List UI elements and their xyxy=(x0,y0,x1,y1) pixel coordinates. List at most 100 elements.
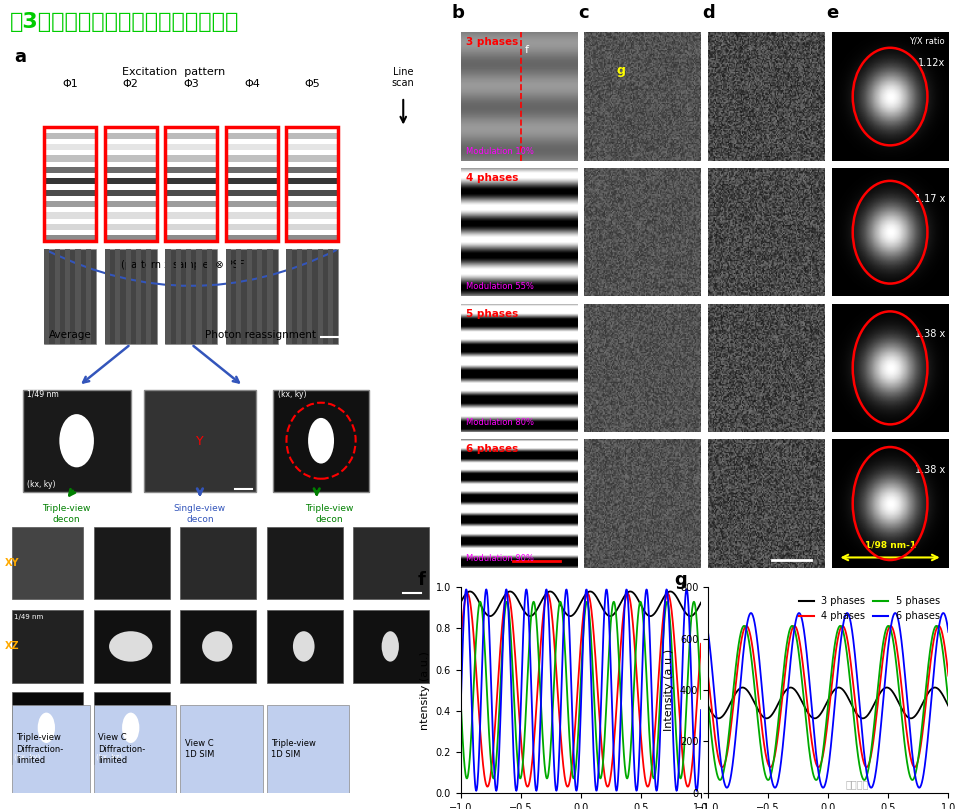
Bar xyxy=(144,390,256,493)
Text: Modulation 90%: Modulation 90% xyxy=(467,553,535,562)
Bar xyxy=(166,144,217,150)
Ellipse shape xyxy=(202,631,233,662)
Bar xyxy=(11,705,90,793)
Ellipse shape xyxy=(109,631,152,662)
Text: 1.38 x: 1.38 x xyxy=(915,465,945,475)
Text: 1.38 x: 1.38 x xyxy=(915,329,945,339)
Text: Modulation 10%: Modulation 10% xyxy=(467,146,535,155)
Bar xyxy=(226,249,231,344)
Bar xyxy=(55,249,59,344)
Bar xyxy=(104,189,157,196)
Bar xyxy=(354,527,429,599)
Bar xyxy=(286,249,291,344)
Text: Φ4: Φ4 xyxy=(244,79,260,90)
Bar xyxy=(166,213,217,218)
Bar xyxy=(226,133,278,139)
Bar xyxy=(226,167,278,173)
Ellipse shape xyxy=(59,414,94,468)
Bar xyxy=(267,705,349,793)
Bar xyxy=(166,235,217,241)
Bar xyxy=(94,527,170,599)
Text: 5 phases: 5 phases xyxy=(467,309,518,319)
Text: 1/49 nm: 1/49 nm xyxy=(27,390,58,399)
Bar xyxy=(147,249,151,344)
Bar xyxy=(196,249,201,344)
Bar xyxy=(286,178,338,184)
Text: 6 phases: 6 phases xyxy=(467,444,518,455)
Bar xyxy=(94,692,170,764)
Bar xyxy=(226,144,278,150)
Text: 光学前沿: 光学前沿 xyxy=(846,779,869,789)
Bar xyxy=(23,390,130,493)
Bar xyxy=(297,249,302,344)
Bar xyxy=(226,224,278,230)
Bar xyxy=(286,133,338,139)
Text: f: f xyxy=(418,571,425,589)
Bar xyxy=(104,201,157,207)
Bar xyxy=(286,201,338,207)
Bar xyxy=(286,167,338,173)
Text: c: c xyxy=(579,4,589,22)
Text: Φ3: Φ3 xyxy=(183,79,199,90)
Bar xyxy=(286,235,338,241)
Bar xyxy=(226,128,278,241)
Bar xyxy=(44,249,96,344)
Bar xyxy=(267,527,343,599)
Bar xyxy=(166,249,217,344)
Text: Single-view
decon: Single-view decon xyxy=(173,504,226,524)
Text: View C
1D SIM: View C 1D SIM xyxy=(185,739,215,759)
Bar xyxy=(44,224,96,230)
Text: Triple-view
decon: Triple-view decon xyxy=(41,504,90,524)
Text: 1/98 nm-1: 1/98 nm-1 xyxy=(864,540,916,550)
Text: Excitation  pattern: Excitation pattern xyxy=(123,66,225,77)
Bar xyxy=(11,692,83,764)
Bar xyxy=(286,213,338,218)
Bar xyxy=(11,527,83,599)
Bar xyxy=(44,128,96,241)
Bar xyxy=(166,128,217,241)
Bar xyxy=(226,189,278,196)
Bar xyxy=(267,610,343,683)
Text: Line
scan: Line scan xyxy=(392,66,415,88)
Bar xyxy=(237,249,241,344)
Bar xyxy=(286,189,338,196)
Bar xyxy=(94,705,176,793)
Text: b: b xyxy=(451,4,464,22)
Bar xyxy=(166,128,217,241)
Bar xyxy=(180,705,262,793)
Bar xyxy=(44,144,96,150)
Bar xyxy=(104,213,157,218)
Bar xyxy=(226,178,278,184)
Bar xyxy=(104,249,157,344)
Bar xyxy=(44,128,96,241)
Bar xyxy=(246,249,252,344)
Ellipse shape xyxy=(308,418,334,464)
Bar xyxy=(104,155,157,162)
Bar xyxy=(166,224,217,230)
Bar xyxy=(226,213,278,218)
Bar xyxy=(257,249,262,344)
Text: Photon reassignment: Photon reassignment xyxy=(205,330,316,341)
Legend: 3 phases, 4 phases, 5 phases, 6 phases: 3 phases, 4 phases, 5 phases, 6 phases xyxy=(795,592,944,625)
Bar xyxy=(273,390,369,493)
Bar xyxy=(104,235,157,241)
Bar xyxy=(226,235,278,241)
Text: Φ2: Φ2 xyxy=(123,79,139,90)
Text: (kx, ky): (kx, ky) xyxy=(14,754,40,760)
Bar xyxy=(104,249,110,344)
Bar xyxy=(11,610,83,683)
Bar xyxy=(44,201,96,207)
Ellipse shape xyxy=(293,631,314,662)
Bar xyxy=(44,178,96,184)
Bar xyxy=(104,144,157,150)
Text: 4 phases: 4 phases xyxy=(467,173,519,183)
Text: 3 phases: 3 phases xyxy=(467,37,518,48)
Bar xyxy=(186,249,192,344)
Text: Triple-view
decon: Triple-view decon xyxy=(306,504,354,524)
Bar xyxy=(104,178,157,184)
Ellipse shape xyxy=(122,713,139,743)
Bar xyxy=(286,128,338,241)
Bar xyxy=(226,128,278,241)
Bar xyxy=(267,249,273,344)
Ellipse shape xyxy=(381,631,399,662)
